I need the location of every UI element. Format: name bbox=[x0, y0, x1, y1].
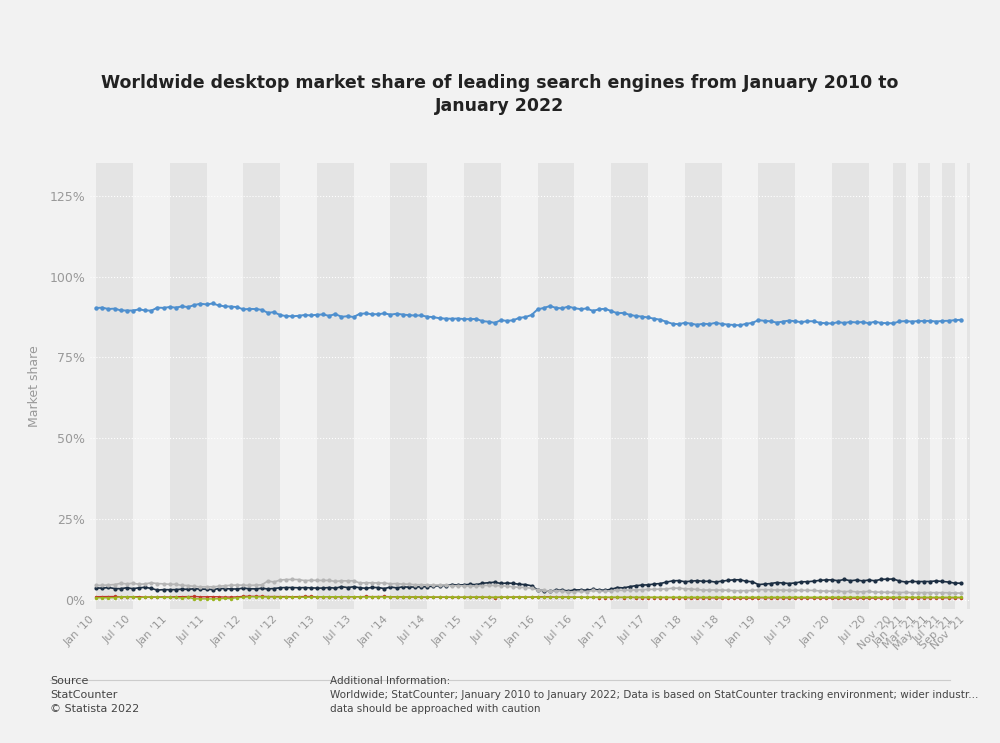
Bar bbox=[795, 163, 832, 609]
Yahoo! bbox=[660, 585, 672, 594]
Bar bbox=[390, 163, 427, 609]
bing bbox=[354, 583, 366, 592]
Yahoo! bbox=[90, 581, 102, 590]
Text: Worldwide desktop market share of leading search engines from January 2010 to
Ja: Worldwide desktop market share of leadin… bbox=[101, 74, 899, 115]
Baidu bbox=[513, 592, 525, 601]
Bar bbox=[207, 163, 243, 609]
Text: Additional Information:
Worldwide; StatCounter; January 2010 to January 2022; Da: Additional Information: Worldwide; StatC… bbox=[330, 676, 978, 714]
Yandex RU bbox=[207, 594, 219, 603]
Line: Yahoo!: Yahoo! bbox=[94, 577, 963, 595]
Yandex RU bbox=[317, 592, 329, 601]
bing bbox=[887, 574, 899, 583]
Bar bbox=[280, 163, 317, 609]
bing bbox=[955, 579, 967, 588]
Google bbox=[360, 309, 372, 318]
Bar bbox=[955, 163, 967, 609]
Google bbox=[207, 299, 219, 308]
Yahoo! bbox=[955, 588, 967, 597]
Bar bbox=[427, 163, 464, 609]
Baidu bbox=[955, 593, 967, 602]
Baidu bbox=[243, 591, 255, 600]
Bar bbox=[722, 163, 758, 609]
Yahoo! bbox=[360, 578, 372, 587]
Baidu bbox=[746, 594, 758, 603]
Baidu bbox=[869, 594, 881, 603]
bing bbox=[507, 579, 519, 588]
Bar bbox=[918, 163, 930, 609]
Line: bing: bing bbox=[94, 577, 963, 593]
Baidu bbox=[642, 593, 654, 602]
Bar bbox=[893, 163, 906, 609]
Yandex RU bbox=[556, 593, 568, 602]
bing bbox=[544, 587, 556, 596]
Bar bbox=[170, 163, 207, 609]
Yandex RU bbox=[90, 593, 102, 602]
Line: Yandex RU: Yandex RU bbox=[94, 595, 963, 600]
Yahoo! bbox=[550, 586, 562, 595]
Google bbox=[869, 317, 881, 326]
Bar bbox=[96, 163, 133, 609]
Line: Baidu: Baidu bbox=[94, 594, 963, 600]
Bar bbox=[133, 163, 170, 609]
Yandex RU bbox=[869, 593, 881, 602]
bing bbox=[642, 580, 654, 589]
Bar bbox=[832, 163, 869, 609]
Google bbox=[734, 321, 746, 330]
Bar bbox=[648, 163, 685, 609]
Bar bbox=[869, 163, 893, 609]
bing bbox=[550, 585, 562, 594]
Baidu bbox=[660, 593, 672, 602]
Bar bbox=[501, 163, 538, 609]
Google bbox=[642, 313, 654, 322]
Bar bbox=[574, 163, 611, 609]
Yandex RU bbox=[366, 592, 378, 601]
Bar bbox=[967, 163, 979, 609]
Google bbox=[955, 315, 967, 324]
Bar bbox=[930, 163, 942, 609]
Google bbox=[550, 303, 562, 312]
Bar bbox=[906, 163, 918, 609]
Bar bbox=[611, 163, 648, 609]
Bar bbox=[243, 163, 280, 609]
Bar bbox=[942, 163, 955, 609]
bing bbox=[90, 583, 102, 592]
Yahoo! bbox=[863, 587, 875, 596]
Bar bbox=[758, 163, 795, 609]
Baidu bbox=[90, 592, 102, 601]
Yahoo! bbox=[642, 585, 654, 594]
Google bbox=[513, 314, 525, 322]
Yahoo! bbox=[513, 583, 525, 592]
Yandex RU bbox=[955, 593, 967, 602]
Yandex RU bbox=[519, 593, 531, 602]
Yandex RU bbox=[648, 593, 660, 602]
Baidu bbox=[360, 592, 372, 601]
Google bbox=[660, 317, 672, 326]
bing bbox=[863, 576, 875, 585]
Bar bbox=[354, 163, 390, 609]
Y-axis label: Market share: Market share bbox=[28, 345, 41, 427]
Yandex RU bbox=[667, 593, 679, 602]
bing bbox=[660, 577, 672, 586]
Bar bbox=[317, 163, 354, 609]
Bar bbox=[967, 163, 979, 609]
Bar bbox=[464, 163, 501, 609]
Line: Google: Google bbox=[94, 301, 963, 328]
Legend: Google, bing, Yahoo!, Baidu, Yandex RU: Google, bing, Yahoo!, Baidu, Yandex RU bbox=[278, 741, 782, 743]
Bar bbox=[685, 163, 722, 609]
Yahoo! bbox=[286, 575, 298, 584]
Google bbox=[90, 304, 102, 313]
Bar bbox=[538, 163, 574, 609]
Baidu bbox=[550, 593, 562, 602]
Text: Source
StatCounter
© Statista 2022: Source StatCounter © Statista 2022 bbox=[50, 676, 139, 714]
